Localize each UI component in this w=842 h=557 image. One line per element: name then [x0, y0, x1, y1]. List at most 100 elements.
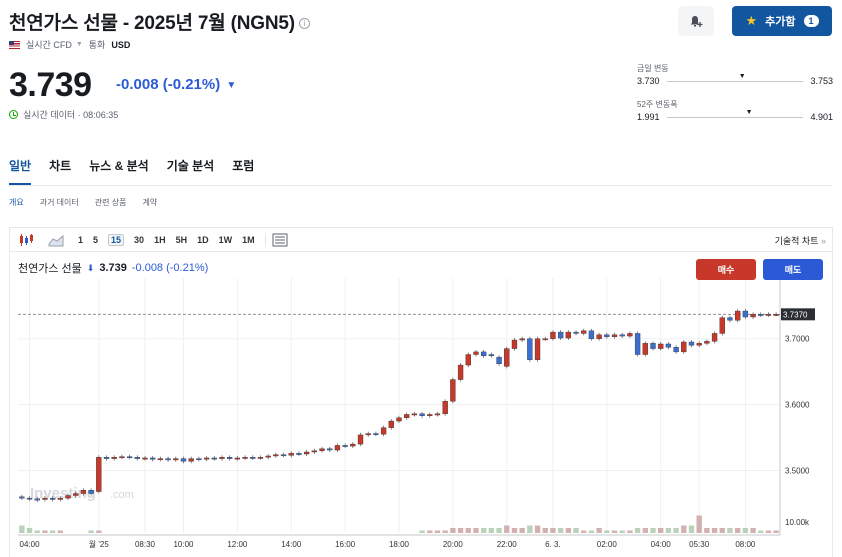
- timeframe-15m[interactable]: 15: [108, 233, 125, 246]
- candlestick-icon[interactable]: [18, 233, 34, 247]
- candle-body: [65, 495, 71, 499]
- chart-price: 3.739: [99, 262, 127, 274]
- candle-body: [357, 434, 364, 445]
- data-type-selector[interactable]: 실시간 CFD: [26, 40, 72, 50]
- timeframe-5m[interactable]: 5: [93, 234, 99, 245]
- candle-body: [488, 354, 495, 357]
- chevron-down-icon[interactable]: ▼: [75, 41, 83, 48]
- volume-bar: [727, 528, 733, 533]
- volume-bar: [511, 528, 518, 533]
- candle-body: [573, 331, 579, 334]
- candle-body: [111, 457, 117, 459]
- volume-bar: [465, 528, 471, 533]
- timeframe-1d[interactable]: 1D: [197, 234, 209, 245]
- volume-bar: [473, 528, 479, 533]
- volume-bar: [450, 528, 456, 533]
- candle-body: [319, 448, 325, 451]
- clock-icon: [9, 110, 18, 119]
- candle-body: [126, 456, 133, 459]
- x-tick-label: 22:00: [497, 540, 518, 549]
- timeframe-1h[interactable]: 1H: [154, 234, 166, 245]
- candle-body: [504, 348, 510, 367]
- volume-bar: [681, 525, 687, 533]
- volume-bar: [42, 530, 48, 533]
- candle-body: [257, 457, 264, 459]
- timeframe-1mo[interactable]: 1M: [242, 234, 255, 245]
- volume-bar: [550, 528, 556, 533]
- candle-body: [557, 331, 564, 339]
- toolbar-divider: [264, 232, 266, 247]
- day-range-marker: ▼: [738, 73, 746, 80]
- candle-body: [519, 338, 525, 341]
- realtime-text: 실시간 데이터 · 08:06:35: [23, 110, 119, 120]
- technical-chart-link[interactable]: 기술적 차트 »: [775, 234, 826, 247]
- buy-button[interactable]: 매수: [696, 259, 756, 280]
- down-arrow-icon: ▼: [226, 79, 237, 91]
- area-chart-icon[interactable]: [48, 233, 64, 247]
- candle-body: [711, 333, 718, 342]
- candle-body: [758, 314, 764, 316]
- currency-label: 통화: [88, 40, 106, 50]
- volume-bar: [427, 530, 433, 533]
- volume-bar: [457, 528, 464, 533]
- week52-range-high: 4.901: [810, 112, 833, 122]
- candle-body: [542, 338, 548, 341]
- candle-body: [650, 343, 656, 349]
- candle-body: [742, 310, 749, 318]
- timeframe-5h[interactable]: 5H: [175, 234, 188, 245]
- candle-body: [773, 314, 779, 316]
- volume-bar: [49, 530, 56, 533]
- volume-bar: [765, 530, 772, 533]
- subtab-summary[interactable]: 개요: [9, 198, 24, 207]
- week52-range-marker: ▼: [745, 109, 753, 116]
- timeframe-1w[interactable]: 1W: [218, 234, 233, 245]
- volume-bar: [34, 530, 40, 533]
- candle-body: [242, 457, 248, 459]
- candle-body: [88, 490, 94, 494]
- candle-body: [473, 351, 479, 355]
- tab-chart[interactable]: 차트: [49, 159, 72, 173]
- y-tick-label: 3.6000: [785, 401, 810, 410]
- tab-news[interactable]: 뉴스 & 분석: [89, 159, 149, 173]
- tab-forum[interactable]: 포럼: [232, 159, 255, 173]
- candle-body: [34, 498, 40, 501]
- chart-change: -0.008 (-0.21%): [131, 262, 209, 274]
- candle-body: [534, 338, 541, 360]
- subtab-contracts[interactable]: 계약: [142, 198, 158, 207]
- candle-body: [388, 420, 394, 428]
- add-button-label: 추가함: [765, 16, 796, 28]
- main-tabs: 일반 차트 뉴스 & 분석 기술 분석 포럼: [9, 157, 255, 186]
- candle-body: [565, 331, 571, 339]
- sell-button[interactable]: 매도: [763, 259, 823, 280]
- volume-bar: [496, 528, 502, 533]
- star-icon: ★: [745, 13, 758, 28]
- create-alert-button[interactable]: [678, 6, 714, 36]
- timeframe-30m[interactable]: 30: [134, 234, 145, 245]
- candle-body: [465, 354, 471, 366]
- indicators-icon[interactable]: [272, 233, 288, 247]
- volume-bar: [581, 530, 587, 533]
- candle-body: [165, 458, 171, 461]
- candlestick-chart[interactable]: 3.7000 3.6000 3.5000 Investing .com 10.00k 3.7…: [10, 228, 832, 557]
- subtab-related[interactable]: 관련 상품: [94, 198, 127, 207]
- timeframe-1m[interactable]: 1: [78, 234, 84, 245]
- week52-range-low: 1.991: [637, 112, 660, 122]
- candle-body: [411, 413, 418, 416]
- price-change: -0.008 (-0.21%) ▼: [116, 76, 236, 93]
- add-to-watchlist-button[interactable]: ★ 추가함 1: [732, 6, 832, 36]
- day-range-label: 금일 변동: [637, 64, 669, 73]
- candle-body: [303, 451, 310, 455]
- tab-overview[interactable]: 일반: [9, 159, 32, 186]
- candle-body: [373, 433, 379, 435]
- subtab-historical[interactable]: 과거 데이터: [39, 198, 79, 207]
- week52-range-label: 52주 변동폭: [637, 100, 678, 109]
- info-icon[interactable]: i: [298, 18, 310, 30]
- x-tick-label: 02:00: [597, 540, 618, 549]
- investing-watermark: Investing: [30, 485, 96, 502]
- volume-bar: [696, 515, 702, 533]
- tab-technical[interactable]: 기술 분석: [166, 159, 215, 173]
- candle-body: [73, 493, 79, 496]
- volume-bar: [19, 525, 25, 533]
- candle-body: [673, 347, 679, 353]
- volume-bar: [773, 530, 779, 533]
